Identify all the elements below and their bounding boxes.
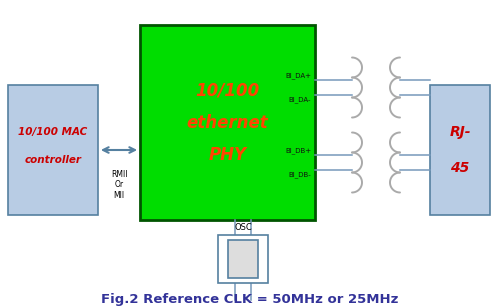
Bar [140, 25, 315, 220]
Text: ethernet: ethernet [186, 114, 268, 132]
Bar [8, 85, 98, 215]
Text: PHY: PHY [208, 145, 246, 164]
Text: OSC: OSC [234, 223, 252, 232]
Text: BI_DA-: BI_DA- [288, 96, 311, 103]
Text: RMII
Or
MII: RMII Or MII [111, 170, 127, 200]
Text: RJ-: RJ- [449, 125, 471, 139]
Bar [228, 240, 258, 278]
Bar [218, 235, 268, 283]
Text: BI_DB+: BI_DB+ [285, 147, 311, 154]
Text: Fig.2 Reference CLK = 50MHz or 25MHz: Fig.2 Reference CLK = 50MHz or 25MHz [102, 294, 399, 306]
Text: 10/100 MAC: 10/100 MAC [18, 127, 87, 137]
Text: BI_DB-: BI_DB- [288, 171, 311, 178]
Text: 10/100: 10/100 [196, 82, 260, 99]
Text: 45: 45 [450, 161, 469, 175]
Text: BI_DA+: BI_DA+ [285, 72, 311, 79]
Text: controller: controller [24, 155, 82, 165]
Bar [430, 85, 490, 215]
